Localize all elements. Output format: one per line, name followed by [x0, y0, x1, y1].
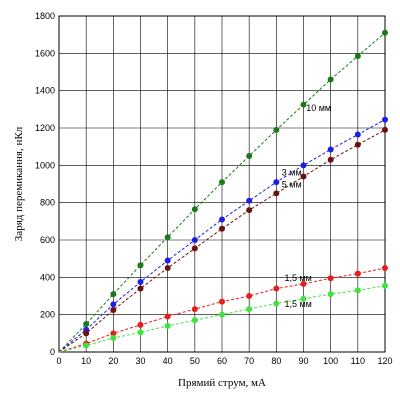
- data-point: [110, 307, 117, 313]
- series-labels: 10 мм 3 мм 5 мм 1,5 мм 1,5 мм: [282, 103, 331, 309]
- x-tick-label: 50: [190, 356, 200, 366]
- data-point: [219, 179, 225, 186]
- plot-frame: [58, 15, 386, 353]
- data-point: [382, 116, 388, 123]
- data-point: [246, 153, 253, 159]
- series-label: 1,5 мм: [284, 273, 311, 283]
- data-point: [191, 306, 198, 313]
- data-point: [83, 330, 90, 337]
- data-point: [219, 298, 225, 305]
- data-point: [110, 335, 117, 341]
- data-point: [327, 146, 334, 153]
- data-point: [273, 300, 280, 307]
- data-point: [354, 131, 361, 138]
- data-point: [191, 206, 198, 213]
- x-tick-labels: 0 10 20 30 40 50 60 70 80 90 100 110 120: [56, 356, 392, 366]
- x-tick-label: 0: [56, 356, 61, 366]
- data-point: [110, 301, 117, 308]
- x-tick-label: 90: [298, 356, 308, 366]
- data-point: [219, 216, 225, 223]
- data-point: [354, 287, 361, 294]
- data-point: [273, 190, 280, 197]
- data-point: [246, 306, 253, 313]
- data-point: [300, 280, 307, 287]
- data-point: [137, 321, 144, 328]
- data-point: [300, 101, 307, 108]
- data-point: [382, 29, 388, 36]
- data-point: [382, 282, 388, 289]
- data-point: [137, 285, 144, 292]
- x-tick-label: 120: [377, 356, 392, 366]
- data-point: [110, 330, 117, 337]
- y-tick-label: 600: [40, 235, 55, 245]
- data-point: [382, 126, 388, 133]
- data-point: [327, 291, 334, 298]
- data-point: [164, 265, 171, 271]
- y-tick-labels: 0 200 400 600 800 1000 1200 1400 1600 1800: [35, 11, 55, 357]
- data-point: [354, 53, 361, 60]
- data-point: [300, 295, 307, 302]
- data-point: [137, 262, 144, 269]
- x-tick-label: 100: [323, 356, 338, 366]
- data-point: [327, 275, 334, 282]
- data-point: [354, 141, 361, 148]
- x-tick-label: 40: [163, 356, 173, 366]
- data-point: [137, 279, 144, 285]
- x-tick-label: 20: [108, 356, 118, 366]
- x-axis-title: Прямий струм, мА: [178, 377, 266, 389]
- x-tick-label: 80: [271, 356, 281, 366]
- x-tick-label: 10: [81, 356, 91, 366]
- y-tick-label: 1600: [35, 48, 55, 58]
- data-point: [191, 237, 198, 243]
- data-point: [300, 162, 307, 169]
- data-point: [273, 179, 280, 186]
- data-point: [273, 285, 280, 292]
- data-point: [164, 322, 171, 329]
- data-point: [110, 291, 117, 298]
- data-point: [219, 311, 225, 318]
- data-point: [246, 197, 253, 204]
- x-tick-label: 70: [244, 356, 254, 366]
- data-point: [191, 317, 198, 324]
- x-tick-label: 60: [217, 356, 227, 366]
- series-label: 5 мм: [282, 180, 302, 190]
- y-tick-label: 1800: [35, 11, 55, 21]
- data-point: [137, 329, 144, 336]
- data-point: [164, 257, 171, 264]
- data-point: [164, 313, 171, 320]
- y-tick-label: 1200: [35, 123, 55, 133]
- data-point: [327, 156, 334, 163]
- y-tick-label: 1400: [35, 86, 55, 96]
- x-tick-label: 30: [135, 356, 145, 366]
- data-point: [191, 245, 198, 252]
- y-tick-label: 1000: [35, 160, 55, 170]
- data-point: [83, 321, 90, 327]
- data-point: [382, 265, 388, 271]
- y-tick-label: 800: [40, 198, 55, 208]
- data-point: [327, 76, 334, 83]
- x-tick-label: 110: [351, 356, 365, 366]
- series-label: 10 мм: [306, 103, 331, 113]
- series-points: [83, 29, 388, 349]
- y-axis-title: Заряд перемикання, нКл: [13, 126, 25, 241]
- y-tick-label: 200: [40, 310, 55, 320]
- series-label: 3 мм: [282, 168, 302, 178]
- y-tick-label: 400: [40, 272, 55, 282]
- data-point: [354, 270, 361, 277]
- data-point: [273, 126, 280, 133]
- series-label: 1,5 мм: [284, 299, 311, 309]
- y-tick-label: 0: [50, 347, 55, 357]
- data-point: [83, 342, 90, 349]
- data-point: [300, 173, 307, 180]
- data-point: [164, 234, 171, 241]
- data-point: [219, 225, 225, 232]
- data-point: [246, 207, 253, 214]
- data-point: [246, 293, 253, 299]
